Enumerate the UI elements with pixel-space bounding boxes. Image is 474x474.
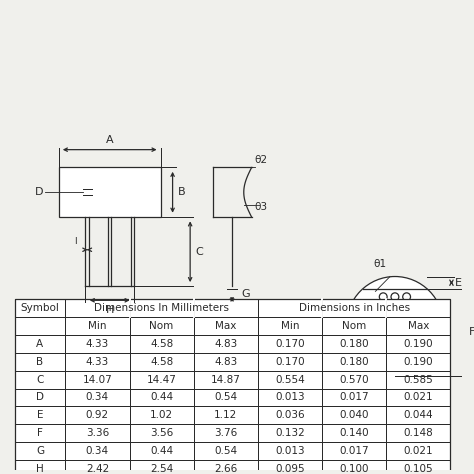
Text: 2.42: 2.42 bbox=[86, 464, 109, 474]
Text: G: G bbox=[36, 446, 44, 456]
Text: 3.36: 3.36 bbox=[86, 428, 109, 438]
Text: 0.017: 0.017 bbox=[339, 392, 369, 402]
Text: 0.34: 0.34 bbox=[86, 446, 109, 456]
Text: 0.140: 0.140 bbox=[339, 428, 369, 438]
Text: 14.87: 14.87 bbox=[211, 374, 241, 384]
Text: 0.180: 0.180 bbox=[339, 339, 369, 349]
Text: 0.040: 0.040 bbox=[339, 410, 369, 420]
Text: 0.148: 0.148 bbox=[403, 428, 433, 438]
Text: F: F bbox=[469, 327, 474, 337]
Text: Min: Min bbox=[88, 321, 107, 331]
Text: Dimensions in Inches: Dimensions in Inches bbox=[299, 303, 410, 313]
Text: G: G bbox=[242, 289, 250, 300]
Circle shape bbox=[346, 276, 444, 375]
Text: Dimensions In Millimeters: Dimensions In Millimeters bbox=[94, 303, 229, 313]
Text: 0.013: 0.013 bbox=[275, 446, 305, 456]
Text: θ1: θ1 bbox=[374, 259, 387, 269]
Circle shape bbox=[391, 293, 399, 301]
Text: 0.180: 0.180 bbox=[339, 357, 369, 367]
Text: D: D bbox=[35, 187, 43, 197]
Text: 0.570: 0.570 bbox=[339, 374, 369, 384]
Text: Min: Min bbox=[281, 321, 299, 331]
Text: 0.190: 0.190 bbox=[403, 339, 433, 349]
Text: 0.54: 0.54 bbox=[214, 446, 237, 456]
Text: 0.554: 0.554 bbox=[275, 374, 305, 384]
Text: Symbol: Symbol bbox=[20, 303, 59, 313]
Text: C: C bbox=[195, 247, 203, 257]
Text: I: I bbox=[74, 237, 77, 246]
Text: 0.190: 0.190 bbox=[403, 357, 433, 367]
Text: 0.105: 0.105 bbox=[403, 464, 433, 474]
Text: A: A bbox=[106, 135, 113, 145]
Text: 3.76: 3.76 bbox=[214, 428, 237, 438]
Text: 0.017: 0.017 bbox=[339, 446, 369, 456]
Text: 0.100: 0.100 bbox=[339, 464, 369, 474]
Text: Max: Max bbox=[408, 321, 429, 331]
Text: 0.036: 0.036 bbox=[275, 410, 305, 420]
Text: 0.095: 0.095 bbox=[275, 464, 305, 474]
Text: 4.33: 4.33 bbox=[86, 357, 109, 367]
Text: 0.021: 0.021 bbox=[403, 446, 433, 456]
Text: 14.47: 14.47 bbox=[146, 374, 176, 384]
Text: E: E bbox=[36, 410, 43, 420]
Text: D: D bbox=[36, 392, 44, 402]
Text: H: H bbox=[36, 464, 44, 474]
Text: 3.56: 3.56 bbox=[150, 428, 173, 438]
Text: 2.54: 2.54 bbox=[150, 464, 173, 474]
Bar bbox=[58, 167, 161, 217]
Text: 0.132: 0.132 bbox=[275, 428, 305, 438]
Text: θ3: θ3 bbox=[255, 202, 268, 212]
Text: 0.92: 0.92 bbox=[86, 410, 109, 420]
Text: B: B bbox=[177, 187, 185, 197]
Text: 0.44: 0.44 bbox=[150, 392, 173, 402]
Bar bbox=[15, 299, 450, 474]
Text: 0.54: 0.54 bbox=[214, 392, 237, 402]
Text: θ2: θ2 bbox=[255, 155, 268, 164]
Text: E: E bbox=[456, 278, 462, 288]
Text: 0.585: 0.585 bbox=[403, 374, 433, 384]
Text: 14.07: 14.07 bbox=[82, 374, 112, 384]
Text: F: F bbox=[37, 428, 43, 438]
Circle shape bbox=[379, 293, 387, 301]
Text: 2.66: 2.66 bbox=[214, 464, 237, 474]
Text: 0.170: 0.170 bbox=[275, 357, 305, 367]
Text: 4.83: 4.83 bbox=[214, 357, 237, 367]
Text: 0.013: 0.013 bbox=[275, 392, 305, 402]
Text: 0.44: 0.44 bbox=[150, 446, 173, 456]
Text: 0.044: 0.044 bbox=[403, 410, 433, 420]
Circle shape bbox=[403, 293, 410, 301]
Text: 4.33: 4.33 bbox=[86, 339, 109, 349]
Text: Max: Max bbox=[215, 321, 237, 331]
Text: 1.12: 1.12 bbox=[214, 410, 237, 420]
Text: 0.170: 0.170 bbox=[275, 339, 305, 349]
Text: 4.58: 4.58 bbox=[150, 339, 173, 349]
Text: A: A bbox=[36, 339, 44, 349]
Text: C: C bbox=[36, 374, 44, 384]
Text: 0.021: 0.021 bbox=[403, 392, 433, 402]
Text: 4.58: 4.58 bbox=[150, 357, 173, 367]
Text: B: B bbox=[36, 357, 44, 367]
Text: 4.83: 4.83 bbox=[214, 339, 237, 349]
Text: H: H bbox=[106, 305, 114, 315]
Text: Nom: Nom bbox=[342, 321, 366, 331]
Text: 0.34: 0.34 bbox=[86, 392, 109, 402]
Text: 1.02: 1.02 bbox=[150, 410, 173, 420]
Text: Nom: Nom bbox=[149, 321, 174, 331]
